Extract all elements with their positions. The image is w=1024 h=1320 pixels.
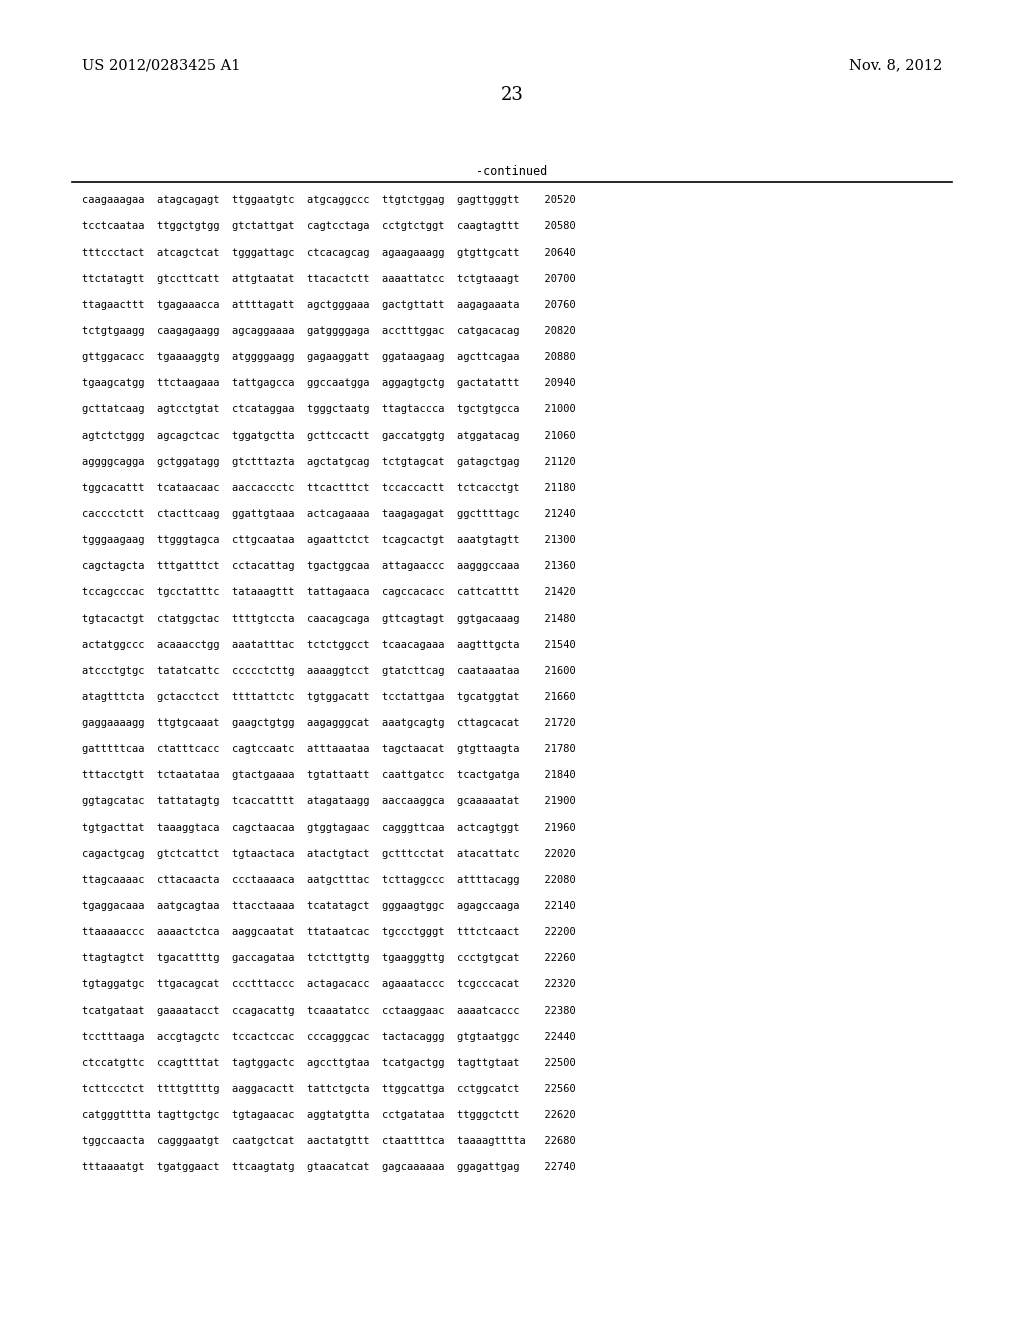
Text: tgtgacttat  taaaggtaca  cagctaacaa  gtggtagaac  cagggttcaa  actcagtggt    21960: tgtgacttat taaaggtaca cagctaacaa gtggtag…	[82, 822, 575, 833]
Text: ttctatagtt  gtccttcatt  attgtaatat  ttacactctt  aaaattatcc  tctgtaaagt    20700: ttctatagtt gtccttcatt attgtaatat ttacact…	[82, 273, 575, 284]
Text: aggggcagga  gctggatagg  gtctttazta  agctatgcag  tctgtagcat  gatagctgag    21120: aggggcagga gctggatagg gtctttazta agctatg…	[82, 457, 575, 467]
Text: ttaaaaaccc  aaaactctca  aaggcaatat  ttataatcac  tgccctgggt  tttctcaact    22200: ttaaaaaccc aaaactctca aaggcaatat ttataat…	[82, 927, 575, 937]
Text: tgtacactgt  ctatggctac  ttttgtccta  caacagcaga  gttcagtagt  ggtgacaaag    21480: tgtacactgt ctatggctac ttttgtccta caacagc…	[82, 614, 575, 623]
Text: actatggccc  acaaacctgg  aaatatttac  tctctggcct  tcaacagaaa  aagtttgcta    21540: actatggccc acaaacctgg aaatatttac tctctgg…	[82, 640, 575, 649]
Text: ttagtagtct  tgacattttg  gaccagataa  tctcttgttg  tgaagggttg  ccctgtgcat    22260: ttagtagtct tgacattttg gaccagataa tctcttg…	[82, 953, 575, 964]
Text: cacccctctt  ctacttcaag  ggattgtaaa  actcagaaaa  taagagagat  ggcttttagc    21240: cacccctctt ctacttcaag ggattgtaaa actcaga…	[82, 510, 575, 519]
Text: atccctgtgc  tatatcattc  ccccctcttg  aaaaggtcct  gtatcttcag  caataaataa    21600: atccctgtgc tatatcattc ccccctcttg aaaaggt…	[82, 665, 575, 676]
Text: tgtaggatgc  ttgacagcat  ccctttaccc  actagacacc  agaaataccc  tcgcccacat    22320: tgtaggatgc ttgacagcat ccctttaccc actagac…	[82, 979, 575, 990]
Text: tcctcaataa  ttggctgtgg  gtctattgat  cagtcctaga  cctgtctggt  caagtagttt    20580: tcctcaataa ttggctgtgg gtctattgat cagtcct…	[82, 222, 575, 231]
Text: tttccctact  atcagctcat  tgggattagc  ctcacagcag  agaagaaagg  gtgttgcatt    20640: tttccctact atcagctcat tgggattagc ctcacag…	[82, 248, 575, 257]
Text: tctgtgaagg  caagagaagg  agcaggaaaa  gatggggaga  acctttggac  catgacacag    20820: tctgtgaagg caagagaagg agcaggaaaa gatgggg…	[82, 326, 575, 337]
Text: tcttccctct  ttttgttttg  aaggacactt  tattctgcta  ttggcattga  cctggcatct    22560: tcttccctct ttttgttttg aaggacactt tattctg…	[82, 1084, 575, 1094]
Text: tggcacattt  tcataacaac  aaccaccctc  ttcactttct  tccaccactt  tctcacctgt    21180: tggcacattt tcataacaac aaccaccctc ttcactt…	[82, 483, 575, 492]
Text: cagctagcta  tttgatttct  cctacattag  tgactggcaa  attagaaccc  aagggccaaa    21360: cagctagcta tttgatttct cctacattag tgactgg…	[82, 561, 575, 572]
Text: tcatgataat  gaaaatacct  ccagacattg  tcaaatatcc  cctaaggaac  aaaatcaccc    22380: tcatgataat gaaaatacct ccagacattg tcaaata…	[82, 1006, 575, 1015]
Text: US 2012/0283425 A1: US 2012/0283425 A1	[82, 58, 241, 73]
Text: tcctttaaga  accgtagctc  tccactccac  cccagggcac  tactacaggg  gtgtaatggc    22440: tcctttaaga accgtagctc tccactccac cccaggg…	[82, 1032, 575, 1041]
Text: tgaagcatgg  ttctaagaaa  tattgagcca  ggccaatgga  aggagtgctg  gactatattt    20940: tgaagcatgg ttctaagaaa tattgagcca ggccaat…	[82, 379, 575, 388]
Text: tgggaagaag  ttgggtagca  cttgcaataa  agaattctct  tcagcactgt  aaatgtagtt    21300: tgggaagaag ttgggtagca cttgcaataa agaattc…	[82, 535, 575, 545]
Text: tgaggacaaa  aatgcagtaa  ttacctaaaa  tcatatagct  gggaagtggc  agagccaaga    22140: tgaggacaaa aatgcagtaa ttacctaaaa tcatata…	[82, 902, 575, 911]
Text: tttaaaatgt  tgatggaact  ttcaagtatg  gtaacatcat  gagcaaaaaa  ggagattgag    22740: tttaaaatgt tgatggaact ttcaagtatg gtaacat…	[82, 1163, 575, 1172]
Text: tttacctgtt  tctaatataa  gtactgaaaa  tgtattaatt  caattgatcc  tcactgatga    21840: tttacctgtt tctaatataa gtactgaaaa tgtatta…	[82, 771, 575, 780]
Text: ggtagcatac  tattatagtg  tcaccatttt  atagataagg  aaccaaggca  gcaaaaatat    21900: ggtagcatac tattatagtg tcaccatttt atagata…	[82, 796, 575, 807]
Text: cagactgcag  gtctcattct  tgtaactaca  atactgtact  gctttcctat  atacattatc    22020: cagactgcag gtctcattct tgtaactaca atactgt…	[82, 849, 575, 859]
Text: Nov. 8, 2012: Nov. 8, 2012	[849, 58, 942, 73]
Text: -continued: -continued	[476, 165, 548, 178]
Text: caagaaagaa  atagcagagt  ttggaatgtc  atgcaggccc  ttgtctggag  gagttgggtt    20520: caagaaagaa atagcagagt ttggaatgtc atgcagg…	[82, 195, 575, 206]
Text: ttagaacttt  tgagaaacca  attttagatt  agctgggaaa  gactgttatt  aagagaaata    20760: ttagaacttt tgagaaacca attttagatt agctggg…	[82, 300, 575, 310]
Text: gttggacacc  tgaaaaggtg  atggggaagg  gagaaggatt  ggataagaag  agcttcagaa    20880: gttggacacc tgaaaaggtg atggggaagg gagaagg…	[82, 352, 575, 362]
Text: 23: 23	[501, 86, 523, 104]
Text: ctccatgttc  ccagttttat  tagtggactc  agccttgtaa  tcatgactgg  tagttgtaat    22500: ctccatgttc ccagttttat tagtggactc agccttg…	[82, 1057, 575, 1068]
Text: atagtttcta  gctacctcct  ttttattctc  tgtggacatt  tcctattgaa  tgcatggtat    21660: atagtttcta gctacctcct ttttattctc tgtggac…	[82, 692, 575, 702]
Text: gatttttcaa  ctatttcacc  cagtccaatc  atttaaataa  tagctaacat  gtgttaagta    21780: gatttttcaa ctatttcacc cagtccaatc atttaaa…	[82, 744, 575, 754]
Text: agtctctggg  agcagctcac  tggatgctta  gcttccactt  gaccatggtg  atggatacag    21060: agtctctggg agcagctcac tggatgctta gcttcca…	[82, 430, 575, 441]
Text: ttagcaaaac  cttacaacta  ccctaaaaca  aatgctttac  tcttaggccc  attttacagg    22080: ttagcaaaac cttacaacta ccctaaaaca aatgctt…	[82, 875, 575, 884]
Text: tggccaacta  cagggaatgt  caatgctcat  aactatgttt  ctaattttca  taaaagtttta   22680: tggccaacta cagggaatgt caatgctcat aactatg…	[82, 1137, 575, 1146]
Text: gaggaaaagg  ttgtgcaaat  gaagctgtgg  aagagggcat  aaatgcagtg  cttagcacat    21720: gaggaaaagg ttgtgcaaat gaagctgtgg aagaggg…	[82, 718, 575, 729]
Text: gcttatcaag  agtcctgtat  ctcataggaa  tgggctaatg  ttagtaccca  tgctgtgcca    21000: gcttatcaag agtcctgtat ctcataggaa tgggcta…	[82, 404, 575, 414]
Text: tccagcccac  tgcctatttc  tataaagttt  tattagaaca  cagccacacc  cattcatttt    21420: tccagcccac tgcctatttc tataaagttt tattaga…	[82, 587, 575, 598]
Text: catgggtttta tagttgctgc  tgtagaacac  aggtatgtta  cctgatataa  ttgggctctt    22620: catgggtttta tagttgctgc tgtagaacac aggtat…	[82, 1110, 575, 1121]
